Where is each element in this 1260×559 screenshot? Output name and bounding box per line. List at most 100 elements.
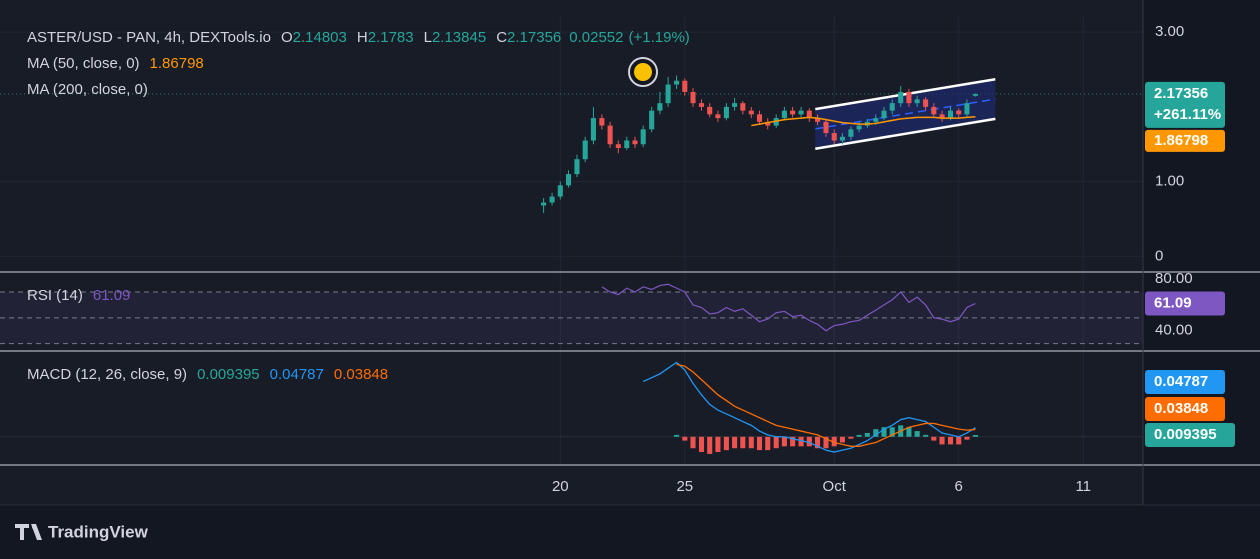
y-tick-label: 3.00 [1155, 23, 1184, 40]
macd-histogram-bar [856, 434, 862, 437]
macd-histogram-bar [873, 429, 879, 437]
macd-histogram-bar [831, 436, 837, 447]
event-icon-inner [634, 63, 652, 81]
brand-icon-dot [32, 525, 36, 529]
candle-body [972, 93, 978, 96]
macd-histogram-bar [848, 436, 854, 439]
brand-name: TradingView [48, 522, 149, 541]
price-badge-label: 61.09 [1154, 294, 1192, 311]
ma-name: MA (200, close, 0) [27, 81, 148, 98]
macd-histogram-bar [756, 436, 763, 451]
price-badge [1145, 291, 1225, 316]
macd-histogram-bar [690, 436, 696, 449]
macd-histogram-bar [682, 436, 688, 441]
macd-histogram-bar [698, 436, 705, 453]
ma-name: MA (50, close, 0) [27, 55, 140, 72]
candle-body [748, 110, 754, 115]
brand-logo: TradingView [15, 522, 149, 541]
price-badge-label: 2.17356 [1154, 85, 1208, 102]
candle-body [732, 103, 738, 107]
macd-histogram-bar [740, 436, 746, 449]
rsi-line [601, 283, 976, 332]
price-badge [1145, 81, 1225, 128]
x-tick-label: 25 [676, 478, 693, 495]
channel-line [815, 78, 996, 111]
candle-body [906, 91, 912, 104]
candle-body [615, 144, 621, 148]
macd-histogram-bar [956, 436, 962, 445]
candle-body [632, 140, 638, 145]
legend: MACD (12, 26, close, 9) 0.009395 0.04787 0.… [27, 366, 388, 383]
macd-histogram-bar [839, 436, 845, 443]
rsi-tick-label: 40.00 [1155, 322, 1193, 339]
candle-body [756, 114, 763, 122]
candle-body [964, 103, 970, 115]
rsi-value: 61.09 [93, 287, 131, 304]
change-value: 0.02552 [569, 29, 623, 46]
ohlc-value: 2.17356 [507, 29, 561, 46]
candle-body [657, 103, 663, 111]
legend-title: ASTER/USD - PAN, 4h, DEXTools.io [27, 29, 271, 46]
macd-histogram-bar [939, 436, 945, 445]
macd-histogram-bar [931, 436, 937, 441]
legend: RSI (14) 61.09 [27, 287, 130, 304]
candle-body [565, 174, 572, 186]
candle-body [806, 110, 812, 119]
macd-histogram-value: 0.009395 [197, 366, 260, 383]
macd-histogram-bar [790, 436, 796, 447]
macd-histogram-bar [823, 436, 829, 449]
candle-body [599, 118, 605, 126]
macd-histogram-bar [814, 436, 821, 449]
signal-value: 0.03848 [334, 366, 388, 383]
macd-histogram-bar [798, 436, 804, 447]
macd-histogram-bar [723, 436, 729, 451]
candle-body [690, 91, 696, 104]
macd-histogram-bar [947, 436, 954, 445]
candle-body [541, 202, 547, 206]
macd-histogram-bar [914, 431, 920, 437]
macd-value: 0.04787 [270, 366, 324, 383]
candle-body [624, 140, 630, 148]
channel-midline [815, 98, 996, 130]
candle-body [649, 110, 655, 130]
ohlc-label: O [281, 29, 293, 46]
ohlc-value: 2.13845 [432, 29, 486, 46]
price-badge [1145, 129, 1225, 152]
signal-line [676, 363, 976, 447]
candle-body [939, 114, 945, 119]
ma-value: 1.86798 [150, 55, 204, 72]
price-badge [1145, 397, 1225, 421]
candle-body [590, 118, 596, 141]
macd-histogram-bar [806, 436, 812, 447]
candle-body [856, 125, 862, 130]
macd-name: MACD (12, 26, close, 9) [27, 366, 187, 383]
channel-line [815, 117, 996, 150]
candle-body [923, 99, 929, 107]
change-pct: (+1.19%) [629, 29, 690, 46]
candle-body [740, 103, 746, 111]
candle-body [549, 196, 555, 203]
candle-body [698, 103, 705, 107]
macd-histogram-bar [864, 432, 870, 437]
legend: ASTER/USD - PAN, 4h, DEXTools.io O2.14803… [27, 29, 690, 46]
price-badge [1145, 370, 1225, 394]
candle-body [947, 110, 954, 119]
macd-histogram-bar [715, 436, 721, 453]
candle-body [557, 185, 563, 197]
candle-body [723, 106, 729, 119]
macd-histogram-bar [881, 427, 887, 437]
candle-body [814, 118, 821, 122]
candle-body [607, 125, 613, 145]
x-tick-label: 6 [955, 478, 963, 495]
rsi-name: RSI (14) [27, 287, 83, 304]
candle-body [790, 110, 796, 115]
candle-body [765, 121, 771, 126]
legend: MA (200, close, 0) [27, 81, 148, 98]
ohlc-label: H [357, 29, 368, 46]
macd-histogram-bar [748, 436, 754, 449]
moving-average-line [751, 116, 976, 127]
x-tick-label: 20 [552, 478, 569, 495]
macd-histogram-bar [773, 436, 779, 449]
candle-body [873, 118, 879, 122]
